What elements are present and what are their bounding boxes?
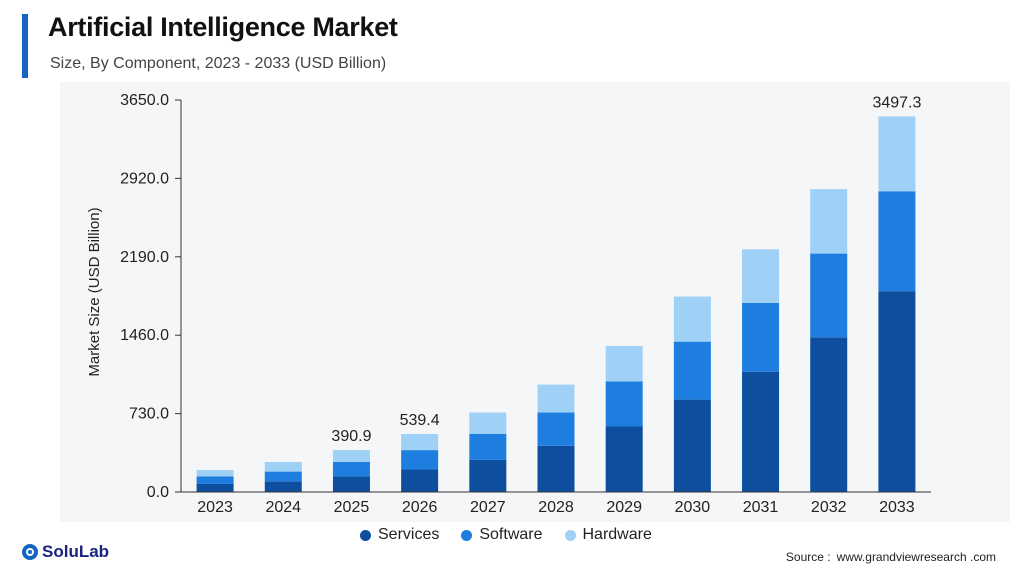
source-text: www.grandviewresearch .com <box>836 550 996 564</box>
y-axis: 0.0 730.0 1460.0 2190.0 2920.0 3650.0 <box>120 92 182 501</box>
bar-hardware-2023 <box>196 469 234 477</box>
x-tick-label: 2025 <box>334 499 370 516</box>
bar-hardware-2024 <box>264 461 302 472</box>
bar-services-2032 <box>810 337 848 492</box>
bar-hardware-2032 <box>810 189 848 254</box>
bar-software-2026 <box>401 450 439 470</box>
bar-services-2028 <box>537 445 575 492</box>
x-tick-label: 2028 <box>538 499 574 516</box>
chart-title: Artificial Intelligence Market <box>48 12 398 42</box>
bar-hardware-2025 <box>332 450 370 462</box>
hardware-swatch-icon <box>564 529 576 541</box>
bar-services-2027 <box>469 459 507 492</box>
y-tick-label: 3650.0 <box>120 92 169 109</box>
legend-item-services: Services <box>360 526 439 544</box>
x-tick-label: 2031 <box>743 499 779 516</box>
data-label-2025: 390.9 <box>331 428 371 445</box>
y-tick-label: 2190.0 <box>120 249 169 266</box>
bar-software-2033 <box>878 191 916 292</box>
solulab-logo-icon <box>22 544 38 560</box>
legend: Services Software Hardware <box>360 526 652 544</box>
y-axis-label: Market Size (USD Billion) <box>86 207 103 376</box>
bar-services-2029 <box>605 426 643 492</box>
data-label-2026: 539.4 <box>400 412 440 429</box>
bar-software-2027 <box>469 434 507 460</box>
bar-services-2026 <box>401 469 439 492</box>
y-tick-label: 1460.0 <box>120 327 169 344</box>
bar-services-2030 <box>673 399 711 492</box>
y-tick-label: 0.0 <box>147 484 169 501</box>
bar-hardware-2028 <box>537 384 575 413</box>
bar-hardware-2030 <box>673 296 711 342</box>
legend-item-software: Software <box>461 526 543 544</box>
bar-services-2033 <box>878 291 916 492</box>
brand-logo: SoluLab <box>22 542 109 562</box>
bar-hardware-2031 <box>742 249 780 303</box>
bar-software-2024 <box>264 471 302 482</box>
bar-software-2023 <box>196 476 234 484</box>
x-axis: 2023 2024 2025 2026 2027 2028 2029 2030 2031 2032… <box>181 491 931 516</box>
y-tick-label: 730.0 <box>129 406 169 423</box>
plot-background <box>60 82 1010 522</box>
x-tick-label: 2026 <box>402 499 438 516</box>
chart-subtitle: Size, By Component, 2023 - 2033 (USD Bil… <box>50 55 387 72</box>
services-swatch-icon <box>360 529 371 541</box>
bar-services-2031 <box>742 371 780 492</box>
x-tick-label: 2027 <box>470 499 506 516</box>
source-note: Source : www.grandviewresearch .com <box>786 550 1002 564</box>
x-tick-label: 2032 <box>811 499 847 516</box>
bar-hardware-2033 <box>878 116 916 192</box>
brand-name: SoluLab <box>42 542 110 561</box>
x-tick-label: 2030 <box>675 499 711 516</box>
bar-services-2023 <box>196 483 234 492</box>
legend-item-hardware: Hardware <box>564 526 652 544</box>
legend-label-services: Services <box>378 526 440 543</box>
bar-hardware-2027 <box>469 412 507 435</box>
y-tick-label: 2920.0 <box>120 170 169 187</box>
title-accent-bar <box>22 14 28 78</box>
legend-label-software: Software <box>479 526 543 543</box>
bar-services-2024 <box>264 481 302 492</box>
x-tick-label: 2033 <box>879 499 915 516</box>
bars <box>196 116 916 492</box>
bar-software-2032 <box>810 253 848 338</box>
bar-software-2025 <box>332 461 370 477</box>
bar-software-2029 <box>605 381 643 427</box>
x-tick-label: 2029 <box>606 499 642 516</box>
bar-hardware-2026 <box>401 434 439 451</box>
source-label: Source : <box>785 550 831 564</box>
data-label-2033: 3497.3 <box>872 94 921 111</box>
data-labels: 390.9 539.4 3497.3 <box>331 94 921 445</box>
software-swatch-icon <box>461 529 473 541</box>
bar-hardware-2029 <box>605 345 643 382</box>
x-tick-label: 2023 <box>197 499 233 516</box>
bar-software-2030 <box>673 341 711 400</box>
bar-services-2025 <box>332 476 370 492</box>
x-tick-label: 2024 <box>265 499 301 516</box>
bar-software-2031 <box>742 302 780 372</box>
legend-label-hardware: Hardware <box>582 526 652 543</box>
bar-software-2028 <box>537 412 575 446</box>
